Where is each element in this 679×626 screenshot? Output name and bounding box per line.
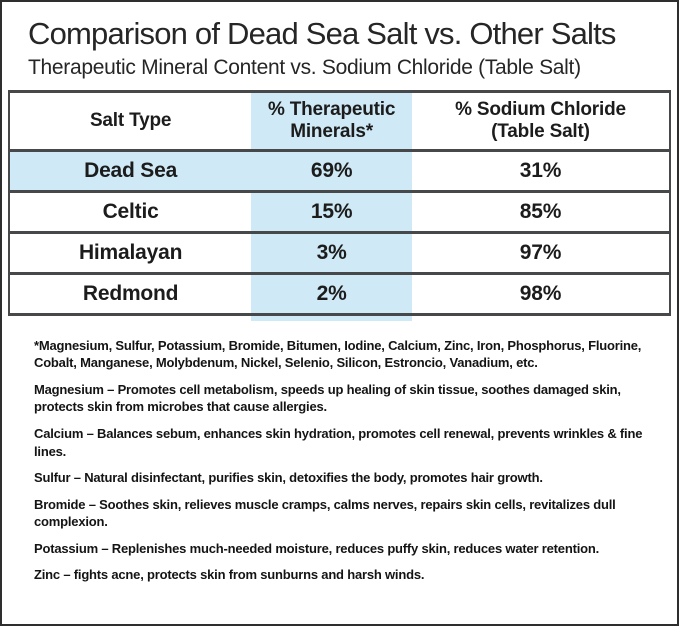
column-header-therapeutic-minerals: % Therapeutic Minerals* — [251, 92, 412, 149]
note-sulfur: Sulfur – Natural disinfectant, purifies … — [34, 470, 543, 486]
highlight-column-bottom-cap — [8, 315, 671, 321]
salt-name-cell: Celtic — [10, 192, 252, 231]
sodium-pct-cell: 98% — [411, 274, 669, 313]
comparison-table: Salt Type % Therapeutic Minerals* % Sodi… — [8, 89, 671, 321]
salt-name-cell: Redmond — [10, 274, 252, 313]
table-row-dead-sea: Dead Sea 69% 31% — [10, 148, 669, 190]
sodium-pct-cell: 31% — [411, 151, 669, 190]
note-magnesium: Magnesium – Promotes cell metabolism, sp… — [34, 381, 621, 415]
page-title: Comparison of Dead Sea Salt vs. Other Sa… — [28, 16, 616, 51]
title-block: Comparison of Dead Sea Salt vs. Other Sa… — [2, 2, 677, 80]
therapeutic-pct-cell: 15% — [251, 192, 412, 231]
sodium-pct-cell: 85% — [411, 192, 669, 231]
table-row-celtic: Celtic 15% 85% — [10, 189, 669, 231]
mineral-notes: *Magnesium, Sulfur, Potassium, Bromide, … — [2, 321, 677, 584]
table-row-himalayan: Himalayan 3% 97% — [10, 230, 669, 272]
minerals-footnote: *Magnesium, Sulfur, Potassium, Bromide, … — [34, 337, 642, 371]
table-header-row: Salt Type % Therapeutic Minerals* % Sodi… — [10, 92, 669, 149]
note-zinc: Zinc – fights acne, protects skin from s… — [34, 567, 425, 583]
table-row-redmond: Redmond 2% 98% — [10, 271, 669, 313]
therapeutic-pct-cell: 69% — [251, 151, 412, 190]
column-header-salt-type: Salt Type — [10, 92, 252, 149]
table-core: Salt Type % Therapeutic Minerals* % Sodi… — [8, 89, 671, 316]
therapeutic-pct-cell: 3% — [251, 233, 412, 272]
sodium-pct-cell: 97% — [411, 233, 669, 272]
salt-name-cell: Dead Sea — [10, 151, 252, 190]
note-bromide: Bromide – Soothes skin, relieves muscle … — [34, 496, 616, 530]
therapeutic-pct-cell: 2% — [251, 274, 412, 313]
salt-name-cell: Himalayan — [10, 233, 252, 272]
note-potassium: Potassium – Replenishes much-needed mois… — [34, 540, 600, 556]
page-subtitle: Therapeutic Mineral Content vs. Sodium C… — [28, 55, 581, 79]
column-header-sodium-chloride: % Sodium Chloride (Table Salt) — [411, 92, 669, 149]
note-calcium: Calcium – Balances sebum, enhances skin … — [34, 426, 643, 459]
